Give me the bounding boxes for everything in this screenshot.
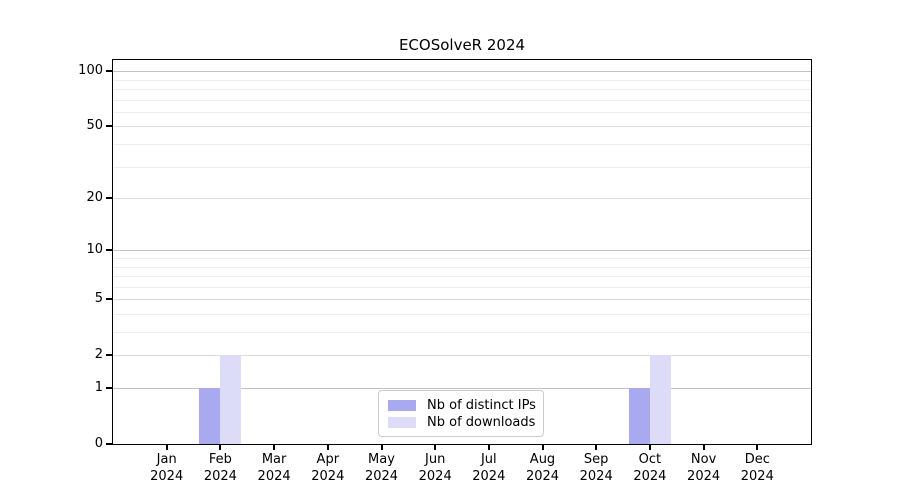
x-tick-month: Oct (638, 452, 662, 467)
y-tick-label: 5 (94, 291, 103, 307)
x-tick-month: Jun (425, 452, 446, 467)
x-tick (434, 445, 437, 450)
minor-gridline (113, 99, 811, 101)
y-tick (106, 298, 112, 301)
x-tick (273, 445, 276, 450)
chart-title: ECOSolveR 2024 (398, 36, 526, 54)
x-tick-year: 2024 (203, 469, 237, 484)
y-tick (106, 125, 112, 128)
x-tick-year: 2024 (579, 469, 613, 484)
x-tick-label: Dec 2024 (726, 451, 788, 485)
x-tick-label: May 2024 (351, 451, 413, 485)
minor-gridline (113, 111, 811, 113)
major-gridline (113, 388, 811, 389)
major-gridline (113, 299, 811, 301)
x-tick (595, 445, 598, 450)
major-gridline (113, 198, 811, 200)
bar-feb-downloads (220, 355, 242, 444)
x-tick-month: Dec (744, 452, 770, 467)
x-tick (326, 445, 329, 450)
x-tick-label: Mar 2024 (243, 451, 305, 485)
x-tick-month: Jan (156, 452, 177, 467)
x-tick (165, 445, 168, 450)
y-tick (106, 197, 112, 200)
x-tick-label: Sep 2024 (565, 451, 627, 485)
y-tick-label: 50 (86, 118, 103, 134)
y-tick (106, 70, 112, 73)
y-tick (106, 249, 112, 252)
x-tick-year: 2024 (418, 469, 452, 484)
bar-oct-distinct-ips (628, 388, 650, 444)
minor-gridline (113, 332, 811, 333)
x-tick (702, 445, 705, 450)
x-tick-label: Aug 2024 (512, 451, 574, 485)
x-tick-year: 2024 (687, 469, 721, 484)
x-tick (380, 445, 383, 450)
y-tick (106, 443, 112, 445)
minor-gridline (113, 166, 811, 168)
x-tick (487, 445, 490, 450)
y-tick-label: 2 (94, 347, 103, 363)
x-tick-month: Jul (480, 452, 497, 467)
x-tick-year: 2024 (257, 469, 291, 484)
x-tick-label: Jan 2024 (136, 451, 198, 485)
x-tick-month: Mar (261, 452, 287, 467)
minor-gridline (113, 258, 811, 259)
bar-oct-downloads (649, 355, 671, 444)
x-tick-year: 2024 (364, 469, 399, 484)
legend-label-downloads: Nb of downloads (427, 414, 536, 430)
y-tick-label: 20 (86, 190, 103, 206)
x-tick-month: Feb (208, 452, 232, 467)
x-tick (541, 445, 544, 450)
legend-label-distinct-ips: Nb of distinct IPs (427, 397, 536, 413)
major-gridline (113, 355, 811, 357)
minor-gridline (113, 276, 811, 277)
major-gridline (113, 250, 811, 252)
x-tick-year: 2024 (740, 469, 774, 484)
bar-feb-distinct-ips (199, 388, 221, 444)
x-tick (648, 445, 651, 450)
major-gridline (113, 71, 811, 73)
x-tick-month: Nov (690, 452, 717, 467)
legend-item-downloads: Nb of downloads (388, 414, 535, 431)
minor-gridline (113, 314, 811, 315)
legend: Nb of distinct IPs Nb of downloads (378, 390, 544, 437)
minor-gridline (113, 286, 811, 288)
x-tick (219, 445, 222, 450)
x-tick-year: 2024 (472, 469, 506, 484)
plot-area: Nb of distinct IPs Nb of downloads (112, 59, 812, 445)
y-tick-label: 100 (78, 63, 103, 79)
minor-gridline (113, 79, 811, 81)
x-tick-label: Apr 2024 (297, 451, 359, 485)
legend-item-distinct-ips: Nb of distinct IPs (388, 397, 536, 414)
major-gridline (113, 126, 811, 128)
x-tick-year: 2024 (633, 469, 667, 484)
x-tick-label: Nov 2024 (673, 451, 735, 485)
x-tick-month: Sep (583, 452, 609, 467)
x-tick-year: 2024 (150, 469, 184, 484)
legend-swatch-downloads (388, 417, 416, 428)
minor-gridline (113, 266, 811, 268)
x-tick-year: 2024 (311, 469, 345, 484)
legend-swatch-distinct-ips (388, 400, 416, 411)
x-tick (756, 445, 759, 450)
minor-gridline (113, 144, 811, 145)
y-tick-label: 10 (86, 242, 103, 258)
x-tick-month: Apr (316, 452, 340, 467)
y-tick-label: 0 (94, 436, 103, 451)
x-tick-label: Oct 2024 (619, 451, 681, 485)
x-tick-month: May (368, 452, 395, 467)
x-tick-label: Jun 2024 (404, 451, 466, 485)
y-tick (106, 387, 112, 389)
x-tick-year: 2024 (525, 469, 560, 484)
x-tick-label: Jul 2024 (458, 451, 520, 485)
y-tick-label: 1 (94, 380, 103, 395)
x-tick-month: Aug (529, 452, 556, 467)
minor-gridline (113, 89, 811, 90)
y-tick (106, 354, 112, 357)
x-tick-label: Feb 2024 (189, 451, 251, 485)
